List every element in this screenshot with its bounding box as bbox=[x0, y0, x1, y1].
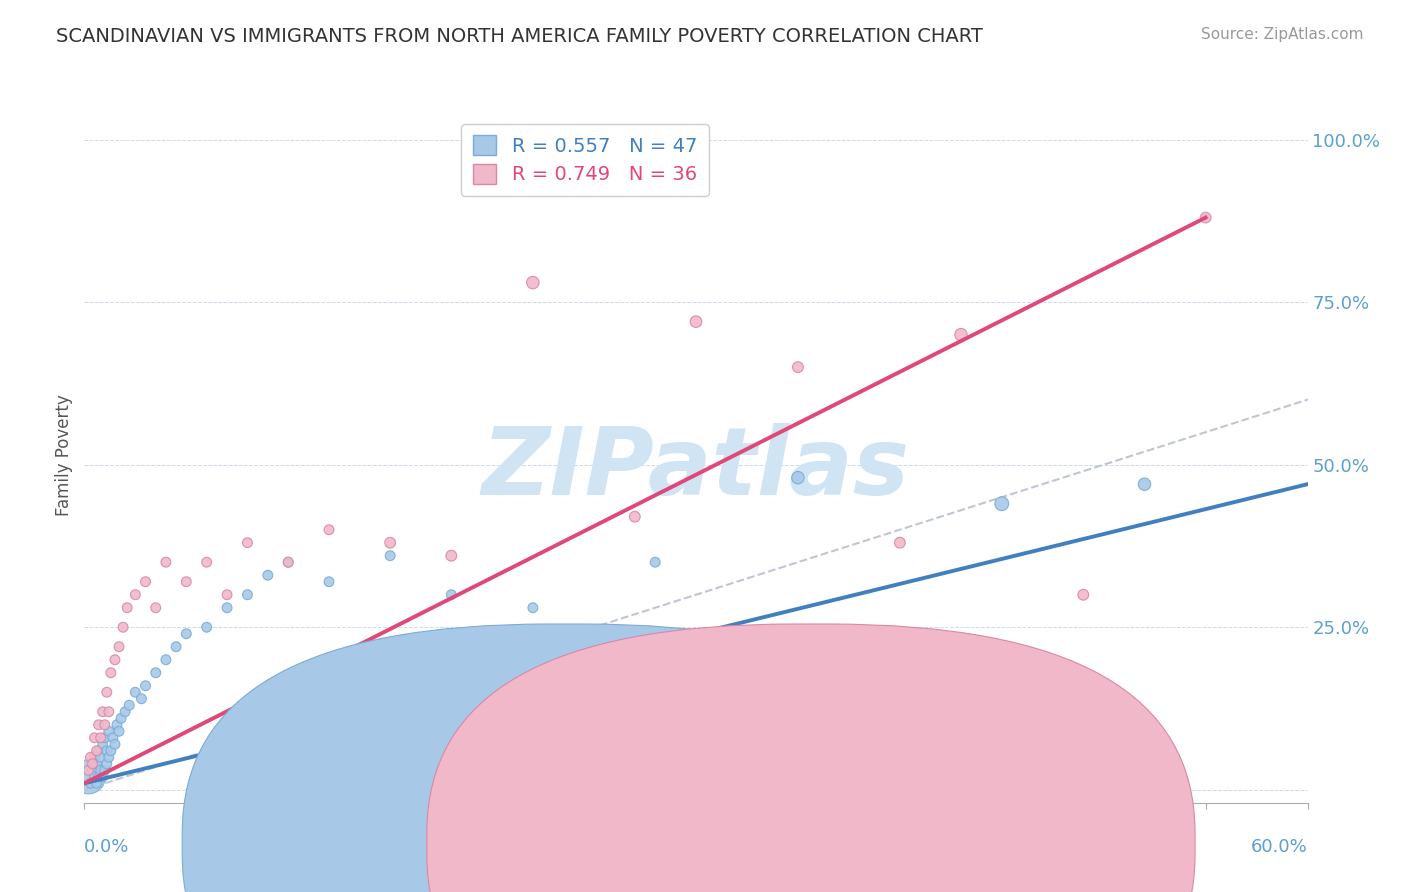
Point bbox=[318, 523, 340, 537]
Point bbox=[378, 535, 402, 549]
Point bbox=[522, 276, 544, 290]
Point bbox=[82, 756, 104, 771]
Point bbox=[131, 691, 153, 706]
Point bbox=[124, 685, 146, 699]
Point bbox=[115, 600, 138, 615]
Point bbox=[112, 620, 135, 634]
Point bbox=[256, 568, 278, 582]
Point bbox=[1133, 477, 1156, 491]
Point bbox=[83, 770, 105, 784]
Point bbox=[195, 620, 218, 634]
Legend: R = 0.557   N = 47, R = 0.749   N = 36: R = 0.557 N = 47, R = 0.749 N = 36 bbox=[461, 124, 709, 196]
Point bbox=[90, 750, 112, 764]
Point bbox=[86, 776, 108, 790]
Text: 60.0%: 60.0% bbox=[1251, 838, 1308, 855]
Point bbox=[644, 555, 666, 569]
Point bbox=[77, 770, 100, 784]
Point bbox=[104, 737, 127, 751]
Point bbox=[100, 665, 122, 680]
FancyBboxPatch shape bbox=[427, 624, 1195, 892]
Point bbox=[90, 731, 112, 745]
Y-axis label: Family Poverty: Family Poverty bbox=[55, 394, 73, 516]
Point bbox=[145, 600, 167, 615]
Point bbox=[786, 471, 808, 485]
Text: SCANDINAVIAN VS IMMIGRANTS FROM NORTH AMERICA FAMILY POVERTY CORRELATION CHART: SCANDINAVIAN VS IMMIGRANTS FROM NORTH AM… bbox=[56, 27, 983, 45]
Text: Scandinavians: Scandinavians bbox=[592, 836, 723, 854]
Point bbox=[440, 549, 463, 563]
Point bbox=[83, 750, 105, 764]
Point bbox=[124, 588, 146, 602]
Point bbox=[96, 744, 118, 758]
Point bbox=[82, 764, 104, 778]
Point bbox=[79, 750, 101, 764]
Point bbox=[86, 756, 108, 771]
Point bbox=[165, 640, 187, 654]
Point bbox=[145, 665, 167, 680]
Point bbox=[101, 731, 124, 745]
Point bbox=[440, 588, 463, 602]
Point bbox=[318, 574, 340, 589]
Point bbox=[93, 731, 115, 745]
Point bbox=[114, 705, 136, 719]
Point bbox=[91, 770, 114, 784]
Point bbox=[90, 764, 112, 778]
Point bbox=[108, 724, 131, 739]
Point bbox=[174, 574, 197, 589]
Point bbox=[97, 724, 120, 739]
Point bbox=[155, 653, 177, 667]
Text: Source: ZipAtlas.com: Source: ZipAtlas.com bbox=[1201, 27, 1364, 42]
Point bbox=[135, 679, 156, 693]
Point bbox=[97, 705, 120, 719]
Point bbox=[79, 776, 101, 790]
Point bbox=[91, 705, 114, 719]
Point bbox=[118, 698, 141, 713]
Point bbox=[685, 315, 707, 329]
Point bbox=[86, 744, 108, 758]
Point bbox=[108, 640, 131, 654]
Point bbox=[91, 737, 114, 751]
FancyBboxPatch shape bbox=[183, 624, 950, 892]
Point bbox=[105, 718, 128, 732]
Point bbox=[100, 744, 122, 758]
Point bbox=[93, 764, 115, 778]
Point bbox=[96, 756, 118, 771]
Point bbox=[950, 327, 973, 342]
Point bbox=[277, 555, 299, 569]
Point bbox=[97, 750, 120, 764]
Point bbox=[83, 731, 105, 745]
Point bbox=[96, 685, 118, 699]
Point bbox=[1071, 588, 1094, 602]
Point bbox=[87, 718, 110, 732]
Point bbox=[990, 497, 1012, 511]
Text: Immigrants from North America: Immigrants from North America bbox=[837, 836, 1123, 854]
Point bbox=[378, 549, 402, 563]
Point bbox=[195, 555, 218, 569]
Point bbox=[277, 555, 299, 569]
Point bbox=[104, 653, 127, 667]
Point bbox=[110, 711, 132, 725]
Point bbox=[786, 360, 808, 375]
Text: ZIPatlas: ZIPatlas bbox=[482, 423, 910, 515]
Point bbox=[217, 588, 239, 602]
Point bbox=[624, 509, 647, 524]
Point bbox=[236, 535, 259, 549]
Point bbox=[1195, 211, 1218, 225]
Point bbox=[522, 600, 544, 615]
Point bbox=[87, 770, 110, 784]
Point bbox=[174, 626, 197, 640]
Point bbox=[889, 535, 911, 549]
Point bbox=[135, 574, 156, 589]
Text: 0.0%: 0.0% bbox=[84, 838, 129, 855]
Point bbox=[93, 718, 115, 732]
Point bbox=[236, 588, 259, 602]
Point bbox=[217, 600, 239, 615]
Point bbox=[77, 764, 100, 778]
Point bbox=[155, 555, 177, 569]
Point bbox=[87, 744, 110, 758]
